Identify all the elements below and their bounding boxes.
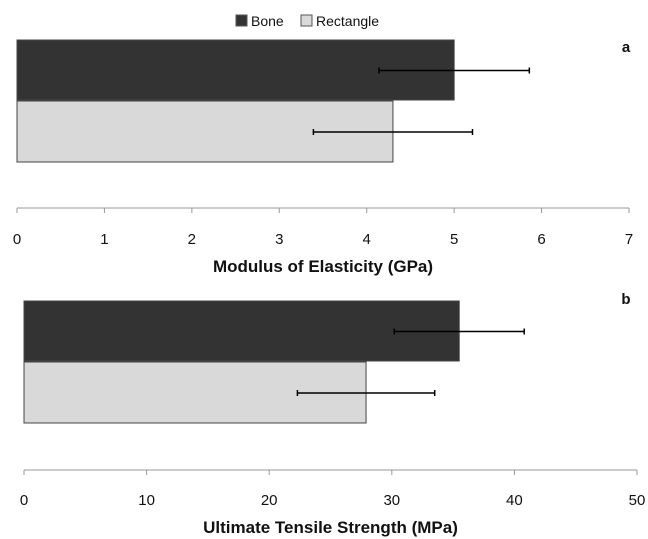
x-axis-title-a: Modulus of Elasticity (GPa) <box>213 257 433 276</box>
x-tick-label-a-2: 2 <box>188 231 196 248</box>
bar-b-0 <box>23 300 460 362</box>
x-tick-label-b-0: 0 <box>20 492 28 509</box>
legend-swatch-0 <box>235 14 248 27</box>
x-tick-label-b-5: 50 <box>629 492 646 509</box>
chart-legend: Bone Rectangle <box>235 13 379 29</box>
legend-label-0: Bone <box>251 13 284 29</box>
x-tick-label-a-5: 5 <box>450 231 458 248</box>
x-tick-label-a-0: 0 <box>13 231 21 248</box>
legend-swatch-1 <box>300 14 313 27</box>
panel-label-b: b <box>621 291 630 308</box>
panel-label-a: a <box>622 39 631 56</box>
legend-label-1: Rectangle <box>316 13 379 29</box>
x-tick-label-a-3: 3 <box>275 231 283 248</box>
x-tick-label-a-1: 1 <box>100 231 108 248</box>
x-tick-label-a-6: 6 <box>537 231 545 248</box>
x-tick-label-a-7: 7 <box>625 231 633 248</box>
x-tick-label-b-2: 20 <box>261 492 278 509</box>
chart-panel-b: 0 10 20 30 40 50 Ultimate Tensile Strength (MP… <box>20 291 646 537</box>
x-axis-title-b: Ultimate Tensile Strength (MPa) <box>203 518 458 537</box>
chart-panel-a: 0 1 2 3 4 5 6 7 Modulus of Elasticity (GPa) a <box>13 39 633 276</box>
x-tick-label-a-4: 4 <box>363 231 371 248</box>
x-tick-label-b-4: 40 <box>506 492 523 509</box>
x-tick-label-b-3: 30 <box>383 492 400 509</box>
x-tick-label-b-1: 10 <box>138 492 155 509</box>
